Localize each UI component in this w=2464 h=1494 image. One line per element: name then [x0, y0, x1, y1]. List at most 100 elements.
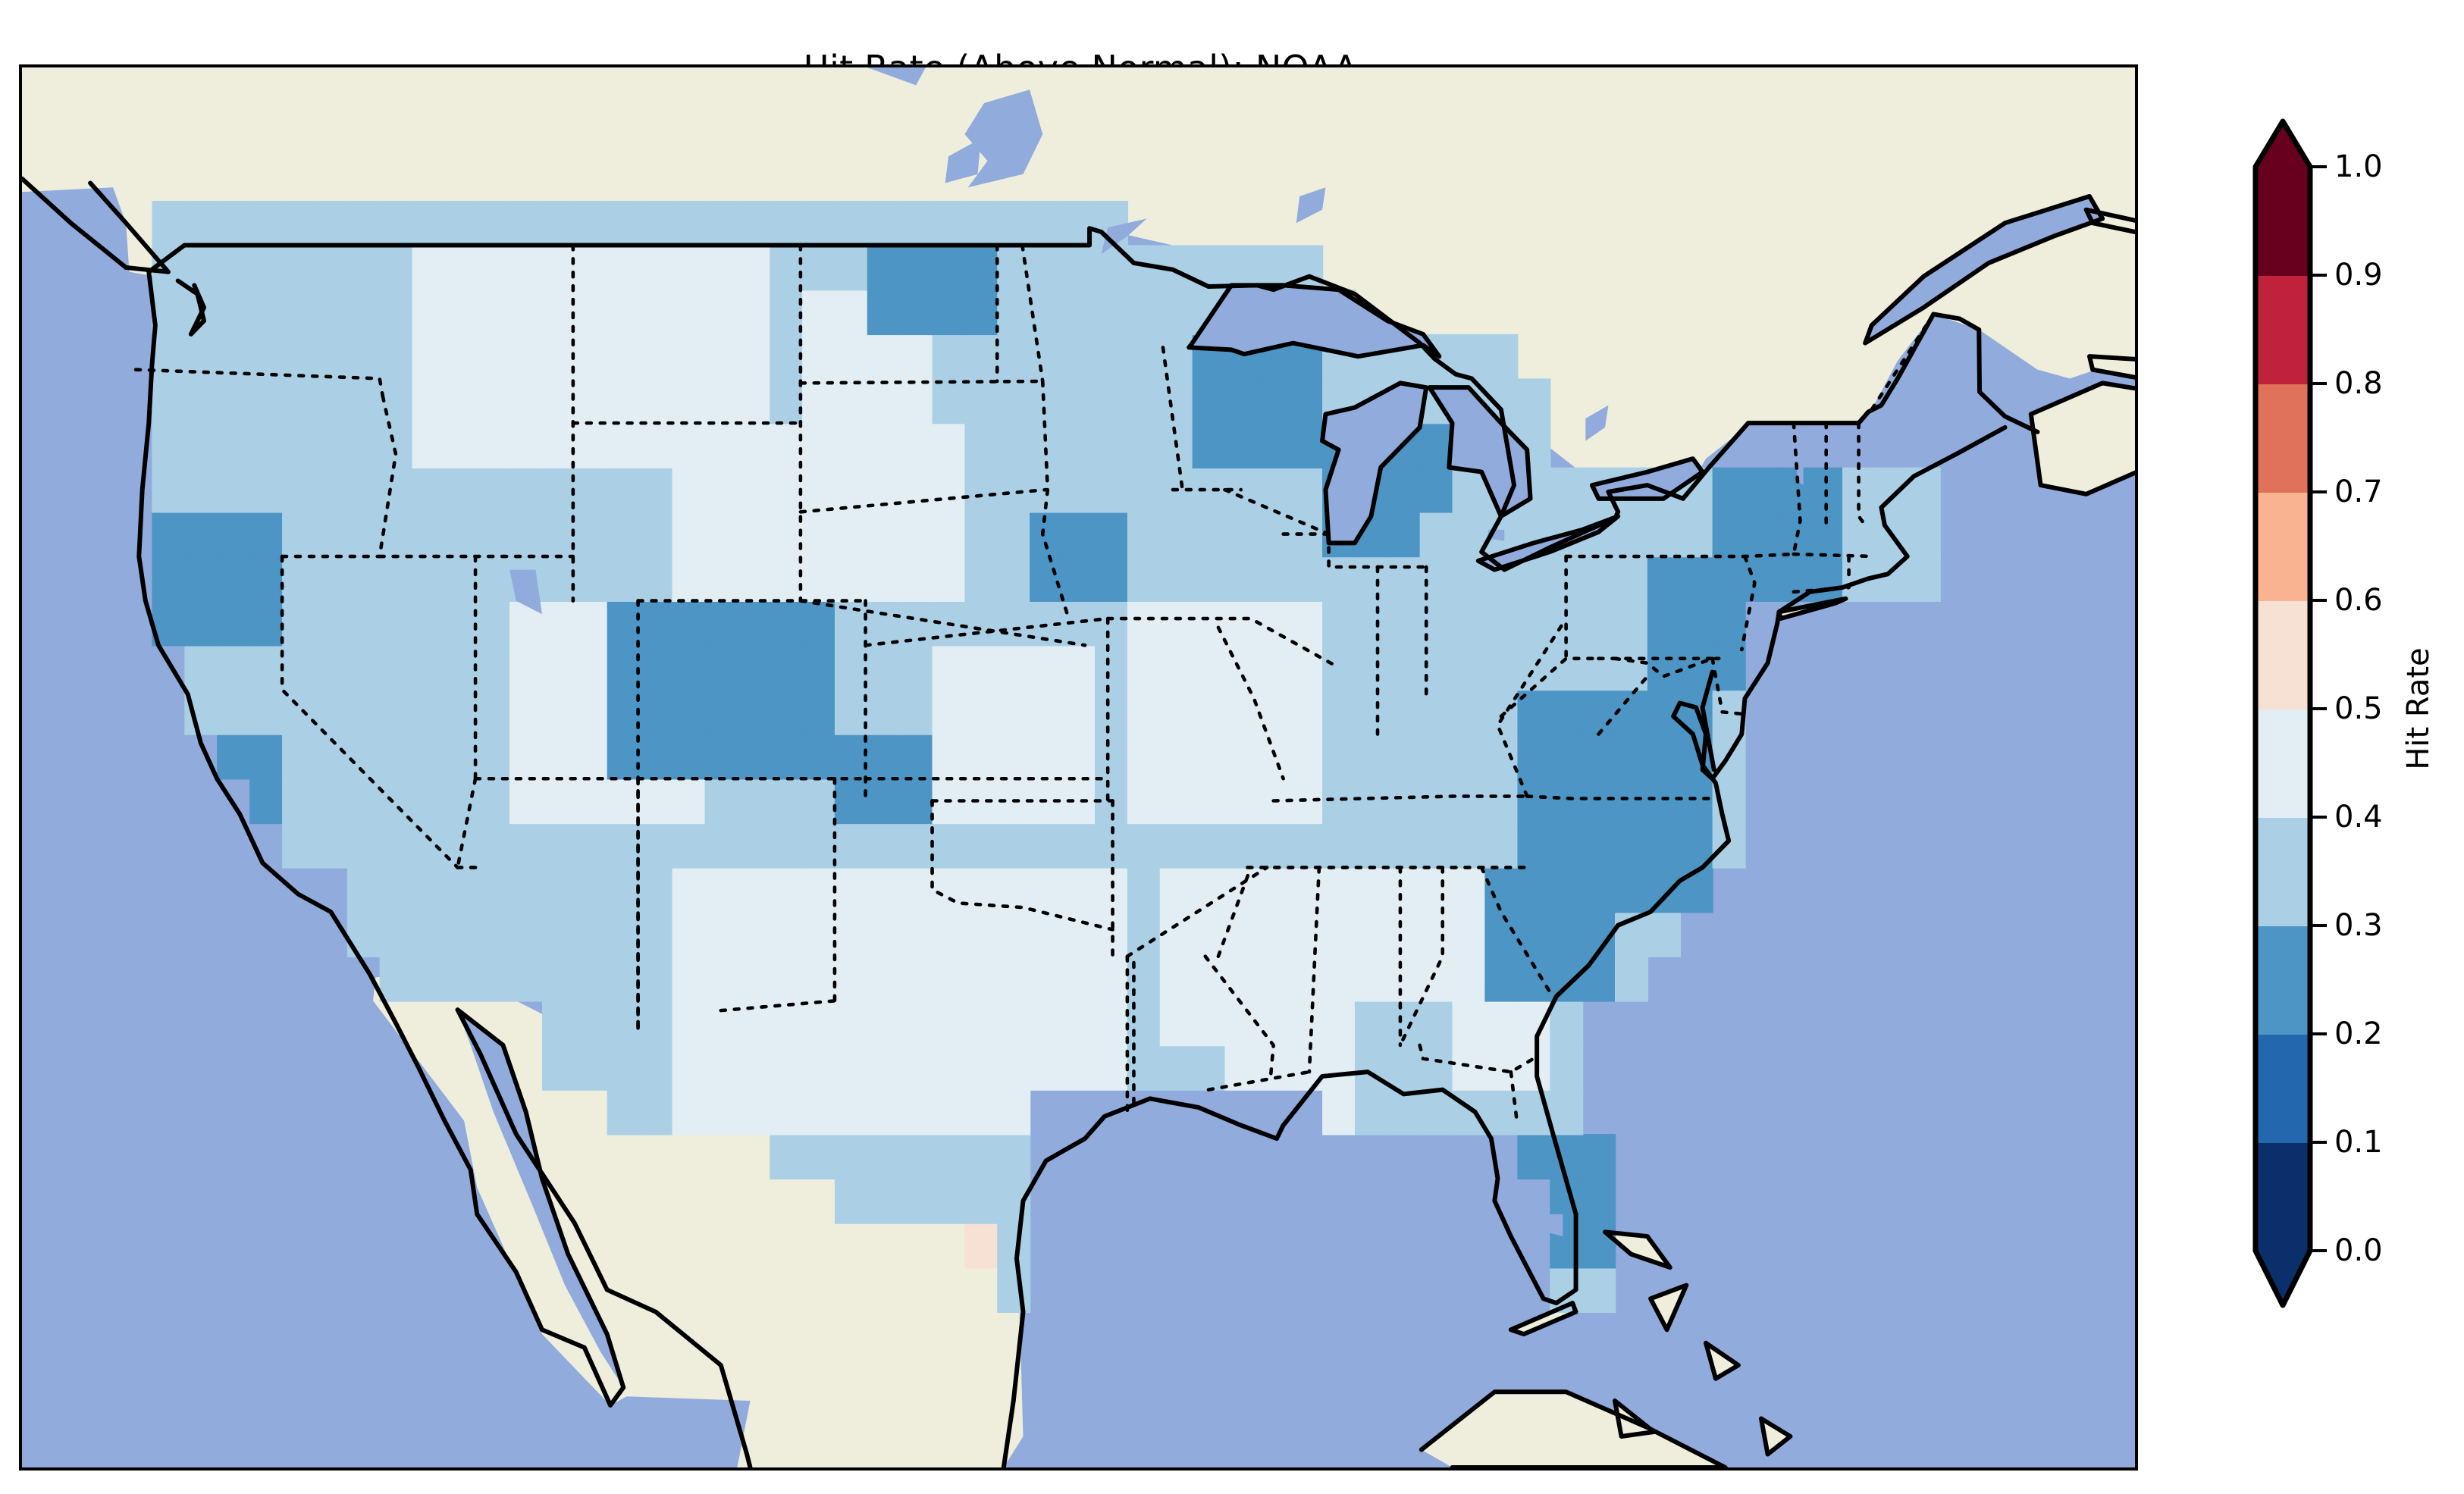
- grid-cell: [1095, 334, 1129, 380]
- state-border-segment: [1327, 532, 1428, 569]
- grid-cell: [1517, 734, 1551, 780]
- grid-cell: [1030, 200, 1064, 246]
- grid-cell: [541, 822, 576, 869]
- grid-cell: [379, 956, 413, 1002]
- grid-cell: [1647, 778, 1681, 825]
- grid-cell: [639, 467, 673, 513]
- north-america-landmass: [22, 67, 2135, 499]
- grid-cell: [639, 556, 673, 602]
- grid-cell: [1582, 956, 1616, 1002]
- grid-cell: [704, 1001, 738, 1047]
- grid-cell: [867, 600, 901, 647]
- grid-cell: [412, 423, 446, 469]
- grid-cell: [932, 1001, 966, 1047]
- grid-cell: [1224, 245, 1259, 291]
- grid-cell: [314, 423, 349, 469]
- grid-cell: [1452, 512, 1486, 558]
- grid-cell: [1582, 822, 1616, 869]
- grid-cell: [639, 1089, 673, 1135]
- grid-cell: [1679, 556, 1713, 602]
- grid-cell: [574, 778, 608, 825]
- colorbar-tick-label: 1.0: [2334, 149, 2383, 184]
- grid-cell: [1127, 1045, 1161, 1091]
- grid-cell: [672, 556, 706, 602]
- state-border-segment: [1125, 866, 1269, 958]
- grid-cell: [1484, 689, 1519, 735]
- state-border-segment: [930, 799, 1114, 932]
- grid-cell: [997, 200, 1031, 246]
- grid-cell: [1030, 423, 1064, 469]
- state-border-segment: [1710, 656, 1745, 716]
- colorbar-bands: [2252, 118, 2313, 1308]
- grid-cell: [1159, 556, 1193, 602]
- grid-cell: [412, 512, 446, 558]
- grid-cell: [607, 956, 641, 1002]
- grid-cell: [899, 645, 933, 691]
- grid-cell: [217, 734, 251, 780]
- grid-cell: [867, 512, 901, 558]
- grid-cell: [379, 334, 413, 380]
- grid-cell: [1159, 956, 1193, 1002]
- grid-cell: [672, 334, 706, 380]
- grid-cell: [1322, 1001, 1356, 1047]
- grid-cell: [152, 467, 186, 513]
- colorbar-tick: [2310, 490, 2327, 493]
- grid-cell: [802, 467, 836, 513]
- grid-cell: [997, 956, 1031, 1002]
- grid-cell: [412, 290, 446, 336]
- grid-cell: [1030, 645, 1064, 691]
- grid-cell: [1419, 1001, 1453, 1047]
- grid-cell: [704, 334, 738, 380]
- grid-cell: [1582, 645, 1616, 691]
- grid-cell: [217, 423, 251, 469]
- grid-cell: [964, 1178, 998, 1224]
- grid-cell: [1127, 734, 1161, 780]
- grid-cell: [1745, 556, 1779, 602]
- grid-cell: [964, 245, 998, 291]
- grid-cell: [867, 734, 901, 780]
- lake-misc3: [867, 67, 926, 86]
- grid-cell: [1354, 867, 1388, 913]
- grid-cell: [1582, 1134, 1616, 1180]
- lake-greatsalt: [509, 569, 542, 615]
- grid-cell: [477, 467, 511, 513]
- grid-cell: [802, 778, 836, 825]
- map-axes[interactable]: [19, 64, 2138, 1471]
- grid-cell: [1419, 689, 1453, 735]
- grid-cell: [899, 911, 933, 957]
- grid-cell: [932, 556, 966, 602]
- state-border-segment: [1206, 1070, 1312, 1092]
- grid-cell: [574, 556, 608, 602]
- grid-cell: [704, 467, 738, 513]
- grid-cell: [541, 1001, 576, 1047]
- grid-cell: [802, 600, 836, 647]
- grid-cell: [1257, 600, 1291, 647]
- grid-cell: [379, 734, 413, 780]
- grid-cell: [1127, 645, 1161, 691]
- grid-cell: [704, 1089, 738, 1135]
- grid-cell: [1192, 600, 1226, 647]
- grid-cell: [541, 245, 576, 291]
- grid-cell: [1290, 911, 1324, 957]
- grid-cell: [541, 1045, 576, 1091]
- grid-cell: [1354, 645, 1388, 691]
- grid-cell: [1290, 867, 1324, 913]
- grid-cell: [1290, 689, 1324, 735]
- grid-cell: [152, 512, 186, 558]
- colorbar[interactable]: 1.0 0.9 0.8 0.7 0.6 0.5 0.4 0.3 0.2 0.1 0.0 Hit Ra…: [2252, 118, 2453, 1402]
- grid-cell: [867, 689, 901, 735]
- grid-cell: [574, 245, 608, 291]
- grid-cell: [802, 645, 836, 691]
- grid-cell: [1061, 822, 1096, 869]
- grid-cell: [282, 822, 316, 869]
- grid-cell: [964, 645, 998, 691]
- colorbar-tick: [2310, 1249, 2327, 1252]
- grid-cell: [899, 378, 933, 424]
- grid-cell: [672, 467, 706, 513]
- grid-cell: [1517, 556, 1551, 602]
- grid-cell: [964, 200, 998, 246]
- grid-cell: [802, 689, 836, 735]
- grid-cell: [477, 378, 511, 424]
- grid-cell: [607, 334, 641, 380]
- grid-cell: [574, 956, 608, 1002]
